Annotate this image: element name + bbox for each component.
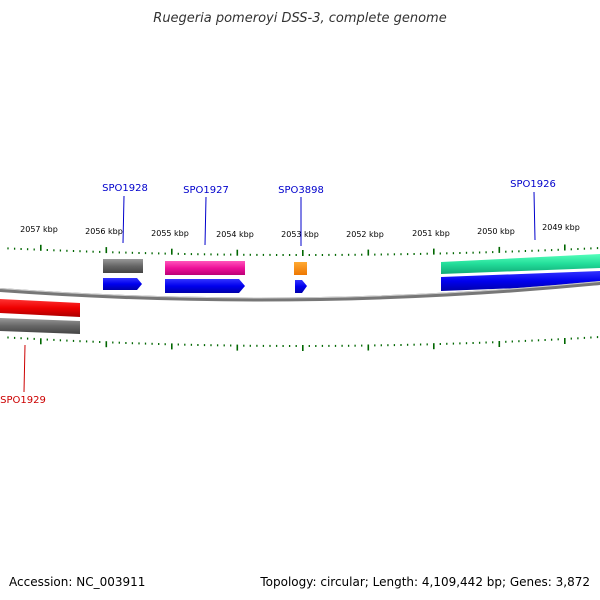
leader-spo1929 — [23, 344, 26, 393]
ruler-label-2054: 2054 kbp — [216, 230, 254, 239]
feature-block-gray-reverse[interactable] — [0, 318, 80, 334]
feature-block-orange[interactable] — [294, 262, 307, 275]
gene-label-spo1926[interactable]: SPO1926 — [510, 179, 556, 190]
ruler-label-2056: 2056 kbp — [85, 227, 123, 236]
accession-text: Accession: NC_003911 — [9, 575, 145, 589]
ruler-label-2049: 2049 kbp — [542, 223, 580, 232]
leader-spo1927 — [204, 196, 207, 246]
gene-label-spo1927[interactable]: SPO1927 — [183, 185, 229, 196]
inner-ruler-ticks — [7, 336, 599, 351]
ruler-label-2050: 2050 kbp — [477, 227, 515, 236]
leader-spo1926 — [533, 191, 536, 241]
gene-label-spo1929[interactable]: SPO1929 — [0, 395, 46, 406]
ruler-labels: 2057 kbp 2056 kbp 2055 kbp 2054 kbp 2053… — [20, 223, 580, 239]
cds-track-reverse — [0, 299, 80, 334]
gene-label-spo3898[interactable]: SPO3898 — [278, 185, 324, 196]
leader-spo1928 — [122, 195, 125, 244]
ruler-label-2051: 2051 kbp — [412, 229, 450, 238]
genome-summary-text: Topology: circular; Length: 4,109,442 bp… — [259, 575, 590, 589]
feature-block-green[interactable] — [441, 254, 600, 274]
feature-block-pink[interactable] — [165, 261, 245, 275]
genome-backbone-highlight — [0, 281, 600, 299]
genome-backbone — [0, 281, 600, 302]
gene-leader-lines — [23, 191, 536, 393]
ruler-label-2052: 2052 kbp — [346, 230, 384, 239]
cds-arrow-spo1928[interactable] — [103, 278, 142, 290]
ruler-label-2053: 2053 kbp — [281, 230, 319, 239]
cds-arrow-spo1927[interactable] — [165, 279, 245, 293]
gene-label-spo1928[interactable]: SPO1928 — [102, 183, 148, 194]
feature-block-gray[interactable] — [103, 259, 143, 273]
outer-ruler-ticks — [7, 244, 599, 256]
ruler-label-2057: 2057 kbp — [20, 225, 58, 234]
ruler-label-2055: 2055 kbp — [151, 229, 189, 238]
gene-labels: SPO1928 SPO1927 SPO3898 SPO1926 SPO1929 — [0, 179, 556, 406]
cds-arrow-spo3898[interactable] — [295, 280, 307, 293]
feature-track-outer — [103, 254, 600, 275]
cds-block-spo1929[interactable] — [0, 299, 80, 317]
map-title: Ruegeria pomeroyi DSS-3, complete genome — [153, 11, 446, 26]
